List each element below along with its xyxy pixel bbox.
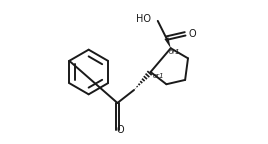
- Polygon shape: [164, 37, 171, 48]
- Text: or1: or1: [169, 49, 180, 55]
- Text: HO: HO: [136, 14, 151, 24]
- Text: O: O: [188, 29, 196, 39]
- Text: O: O: [117, 125, 125, 135]
- Text: or1: or1: [153, 73, 164, 79]
